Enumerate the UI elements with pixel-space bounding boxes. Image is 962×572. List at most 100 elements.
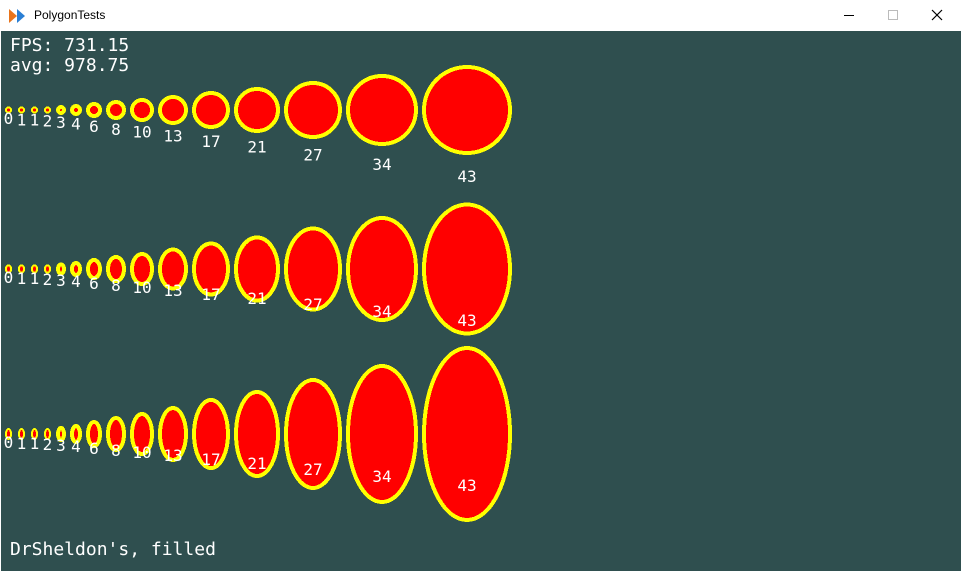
- ellipses-tall-size-label-8: 10: [132, 278, 151, 297]
- close-button[interactable]: [914, 0, 960, 31]
- circles-shape-14: [422, 65, 512, 155]
- ellipses-taller-shape-6: [86, 420, 102, 448]
- circles-shape-6: [86, 102, 102, 118]
- circles-size-label-11: 21: [247, 137, 266, 156]
- play-arrows-icon: [9, 9, 25, 23]
- ellipses-taller-shape-4: [56, 426, 66, 442]
- ellipses-tall-shape-4: [56, 262, 66, 276]
- circles-size-label-0: 0: [4, 109, 14, 128]
- ellipses-taller-size-label-6: 6: [89, 439, 99, 458]
- ellipses-tall-size-label-2: 1: [30, 269, 40, 288]
- circles-size-label-12: 27: [303, 145, 322, 164]
- circles-size-label-13: 34: [372, 155, 391, 174]
- ellipses-tall-shape-12: [284, 226, 342, 312]
- ellipses-taller-shape-7: [106, 416, 126, 452]
- minimize-button[interactable]: [826, 0, 872, 31]
- circles-size-label-9: 13: [163, 127, 182, 146]
- ellipses-taller-shape-8: [130, 412, 154, 456]
- ellipses-tall-shape-5: [70, 261, 82, 277]
- ellipses-tall-size-label-1: 1: [17, 269, 27, 288]
- ellipses-taller-size-label-11: 21: [247, 454, 266, 473]
- ellipses-taller-shape-14: [422, 346, 512, 522]
- circles-shape-9: [158, 95, 188, 125]
- circles-size-label-3: 2: [43, 112, 53, 131]
- ellipses-taller-size-label-9: 13: [163, 446, 182, 465]
- ellipses-tall-size-label-7: 8: [111, 276, 121, 295]
- render-mode-caption: DrSheldon's, filled: [10, 539, 216, 560]
- ellipses-taller-shape-10: [192, 398, 230, 470]
- ellipses-taller-size-label-4: 3: [56, 436, 66, 455]
- ellipses-taller-size-label-3: 2: [43, 435, 53, 454]
- circles-shape-0: [5, 106, 12, 114]
- ellipses-tall-size-label-14: 43: [457, 311, 476, 330]
- ellipses-tall-shape-3: [44, 264, 51, 274]
- ellipses-tall-shape-13: [346, 216, 418, 322]
- circles-size-label-4: 3: [56, 113, 66, 132]
- circles-shape-12: [284, 81, 342, 139]
- ellipses-taller-shape-1: [18, 428, 25, 440]
- circles-size-label-6: 6: [89, 117, 99, 136]
- ellipses-tall-size-label-3: 2: [43, 270, 53, 289]
- maximize-button[interactable]: [870, 0, 916, 31]
- render-canvas[interactable]: 0 1 1 2 3 4 6 8 10 13 17 21 27 34 43 0 1 1 2 3 4 6 8 10 13 17 21 27…: [1, 31, 961, 571]
- ellipses-tall-shape-14: [422, 202, 512, 336]
- ellipses-tall-size-label-12: 27: [303, 295, 322, 314]
- circles-shape-2: [31, 106, 38, 114]
- ellipses-tall-size-label-4: 3: [56, 271, 66, 290]
- window-title: PolygonTests: [34, 8, 106, 22]
- ellipses-taller-size-label-12: 27: [303, 460, 322, 479]
- fps-readout: FPS: 731.15: [10, 35, 130, 56]
- ellipses-tall-size-label-10: 17: [201, 285, 220, 304]
- ellipses-taller-shape-0: [5, 428, 12, 440]
- ellipses-taller-shape-3: [44, 428, 51, 440]
- title-bar[interactable]: PolygonTests: [0, 0, 962, 31]
- ellipses-tall-shape-6: [86, 258, 102, 280]
- ellipses-taller-size-label-1: 1: [17, 434, 27, 453]
- ellipses-tall-shape-8: [130, 252, 154, 286]
- ellipses-tall-shape-1: [18, 264, 25, 274]
- circles-shape-7: [106, 100, 126, 120]
- ellipses-tall-size-label-6: 6: [89, 274, 99, 293]
- ellipses-taller-size-label-5: 4: [71, 437, 81, 456]
- ellipses-taller-size-label-7: 8: [111, 441, 121, 460]
- circles-shape-13: [346, 74, 418, 146]
- circles-size-label-14: 43: [457, 167, 476, 186]
- ellipses-taller-size-label-10: 17: [201, 450, 220, 469]
- ellipses-taller-size-label-14: 43: [457, 476, 476, 495]
- maximize-icon: [888, 10, 898, 20]
- ellipses-tall-size-label-13: 34: [372, 302, 391, 321]
- ellipses-tall-shape-10: [192, 241, 230, 297]
- ellipses-taller-size-label-13: 34: [372, 467, 391, 486]
- circles-size-label-10: 17: [201, 132, 220, 151]
- circles-size-label-7: 8: [111, 120, 121, 139]
- circles-shape-1: [18, 106, 25, 114]
- ellipses-tall-shape-0: [5, 264, 12, 274]
- ellipses-tall-shape-11: [234, 235, 280, 303]
- ellipses-taller-size-label-8: 10: [132, 443, 151, 462]
- circles-size-label-1: 1: [17, 110, 27, 129]
- circles-shape-8: [130, 98, 154, 122]
- circles-shape-10: [192, 91, 230, 129]
- minimize-icon: [844, 15, 854, 16]
- ellipses-taller-shape-2: [31, 428, 38, 440]
- ellipses-tall-size-label-0: 0: [4, 268, 14, 287]
- circles-size-label-8: 10: [132, 123, 151, 142]
- ellipses-taller-shape-12: [284, 378, 342, 490]
- ellipses-taller-shape-5: [70, 424, 82, 444]
- circles-shape-4: [56, 105, 66, 115]
- ellipses-taller-size-label-0: 0: [4, 433, 14, 452]
- circles-size-label-2: 1: [30, 110, 40, 129]
- ellipses-tall-size-label-11: 21: [247, 289, 266, 308]
- close-icon: [931, 9, 943, 21]
- ellipses-tall-size-label-5: 4: [71, 272, 81, 291]
- circles-shape-11: [234, 87, 280, 133]
- circles-shape-5: [70, 104, 82, 116]
- ellipses-tall-shape-9: [158, 247, 188, 291]
- circles-size-label-5: 4: [71, 114, 81, 133]
- ellipses-taller-shape-13: [346, 364, 418, 504]
- ellipses-tall-size-label-9: 13: [163, 281, 182, 300]
- ellipses-tall-shape-2: [31, 264, 38, 274]
- ellipses-taller-size-label-2: 1: [30, 434, 40, 453]
